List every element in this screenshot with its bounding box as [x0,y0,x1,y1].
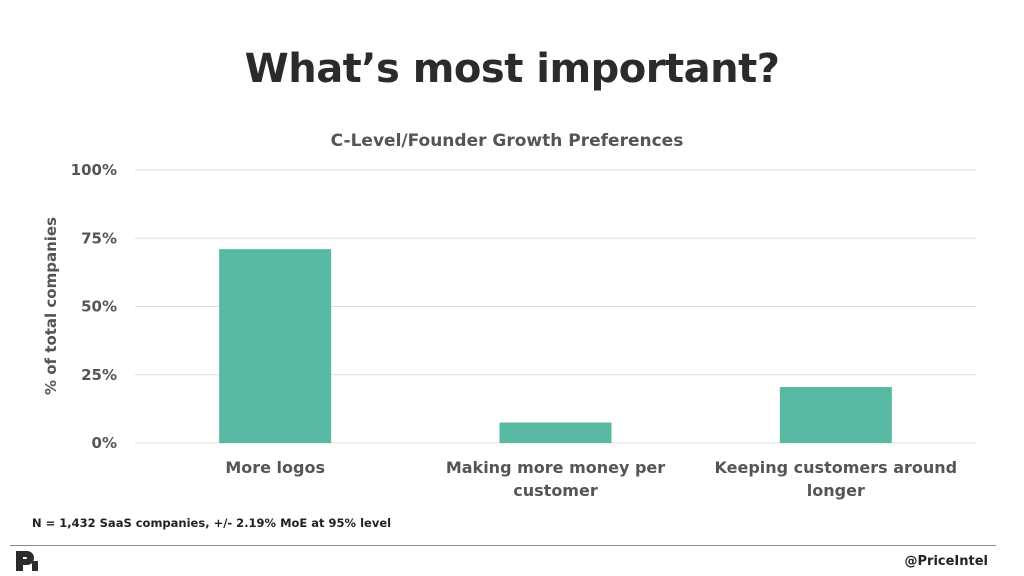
bar [499,422,612,443]
slide-title: What’s most important? [244,46,780,92]
y-tick-label: 75% [81,229,117,247]
sample-size-footnote: N = 1,432 SaaS companies, +/- 2.19% MoE … [32,516,392,530]
priceintel-logo-icon [16,551,38,571]
x-category-label: Making more money per customer [446,458,665,500]
y-axis-label: % of total companies [42,217,60,395]
y-tick-label: 100% [71,161,117,179]
bar [779,387,892,443]
chart-title: C-Level/Founder Growth Preferences [331,131,684,151]
twitter-handle: @PriceIntel [904,554,989,569]
y-tick-label: 50% [81,298,117,316]
y-tick-label: 0% [92,434,117,452]
bar [219,249,332,443]
x-category-label: More logos [225,458,325,477]
x-category-label: Keeping customers around longer [715,458,958,500]
footer-divider [10,545,996,546]
y-tick-label: 25% [81,366,117,384]
